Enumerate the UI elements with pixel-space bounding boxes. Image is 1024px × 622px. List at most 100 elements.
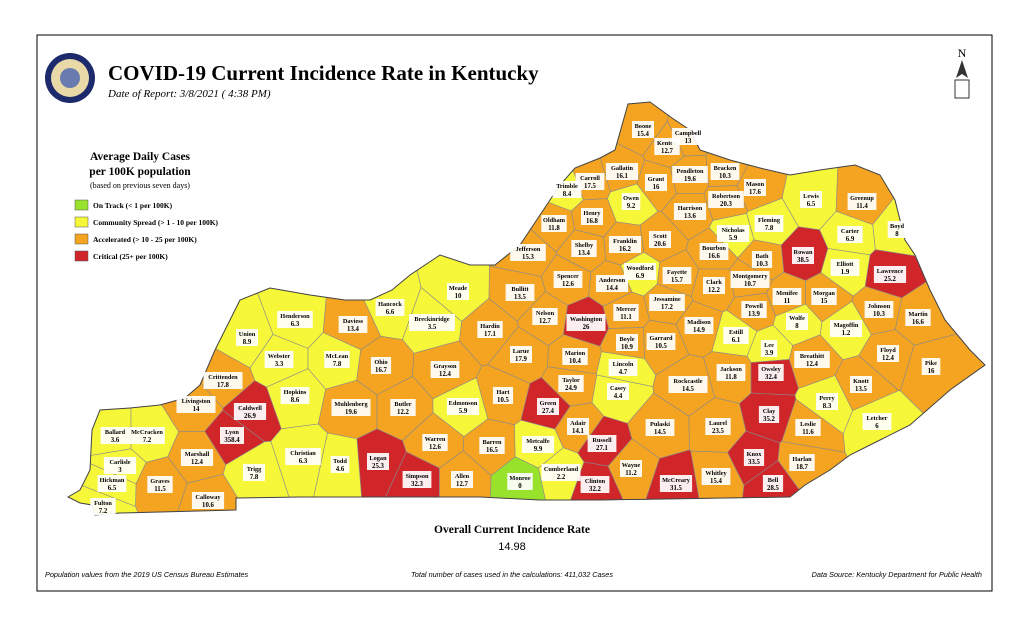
county-label-box [684, 317, 714, 334]
county-name: Butler [394, 401, 411, 408]
county-name: Edmonson [449, 400, 478, 407]
county-name: Jefferson [516, 246, 541, 253]
county-rate: 14.5 [682, 386, 694, 393]
county-label-box [811, 288, 837, 305]
north-arrow-head [956, 60, 968, 78]
county-name: Gallatin [611, 165, 634, 172]
county-labels: Boone15.4Kenton12.7Campbell13Gallatin16.… [90, 121, 941, 515]
county-name: Marshall [185, 451, 210, 458]
county-rate: 6 [875, 423, 879, 430]
county-label-box [621, 193, 641, 210]
county-label-box [97, 475, 127, 492]
county-label-box [758, 406, 780, 423]
county-name: Grant [648, 176, 665, 183]
county-rate: 17.6 [749, 189, 761, 196]
county-rate: 0 [518, 483, 522, 490]
county-label-box [730, 271, 770, 288]
north-label: N [958, 46, 967, 60]
county-rate: 10.4 [569, 358, 581, 365]
county-label-box [645, 174, 667, 191]
county-label-box [887, 221, 907, 238]
county-rate: 25.3 [372, 463, 384, 470]
county-label-box [553, 271, 583, 288]
county-rate: 12.2 [708, 287, 720, 294]
county-rate: 17.8 [217, 382, 229, 389]
county-rate: 8.6 [291, 397, 300, 404]
north-arrow-base [954, 79, 970, 99]
county-label-box [850, 376, 872, 393]
county-rate: 20.6 [654, 241, 666, 248]
county-rate: 8.4 [563, 191, 572, 198]
county-rate: 15.3 [522, 254, 534, 261]
county-label-box [668, 376, 708, 393]
county-label-box [608, 359, 638, 376]
county-rate: 8 [895, 231, 899, 238]
county-rate: 12.7 [456, 481, 468, 488]
county-name: Hart [497, 389, 511, 396]
county-name: Knott [853, 378, 870, 385]
county-label-box [741, 301, 767, 318]
county-label-box [330, 456, 350, 473]
county-rate: 17.1 [484, 331, 496, 338]
county-rate: 12.2 [397, 409, 409, 416]
county-name: Taylor [562, 377, 580, 384]
legend-swatch [74, 199, 89, 211]
county-name: Menifee [776, 290, 798, 297]
county-label-box [758, 364, 784, 381]
county-label-box [233, 403, 267, 420]
county-rate: 6.5 [807, 201, 816, 208]
county-label-box [671, 128, 705, 145]
county-rate: 15.7 [671, 277, 683, 284]
county-label-box [422, 434, 448, 451]
county-rate: 9.2 [627, 203, 636, 210]
county-name: Clay [763, 408, 776, 415]
county-name: Oldham [543, 217, 566, 224]
county-label-box [447, 283, 469, 300]
legend-label: Community Spread (> 1 - 10 per 100K) [93, 218, 219, 227]
county-rate: 7.2 [143, 437, 152, 444]
county-rate: 4.4 [614, 393, 623, 400]
county-name: Carroll [580, 175, 600, 182]
county-name: Perry [819, 395, 835, 402]
county-rate: 16 [928, 368, 935, 375]
counties [66, 101, 986, 516]
county-name: Daviess [343, 318, 364, 325]
footer-center: Total number of cases used in the calcul… [411, 570, 613, 579]
county-rate: 12.6 [429, 444, 441, 451]
county-label-box [649, 294, 685, 311]
county-rate: 19.6 [345, 409, 357, 416]
county-name: Trimble [556, 183, 578, 190]
county-label-box [507, 473, 533, 490]
county-rate: 6.6 [386, 309, 395, 316]
county-rate: 13.5 [855, 386, 867, 393]
county-rate: 5.9 [729, 235, 738, 242]
legend-swatch [74, 216, 89, 228]
county-name: Leslie [800, 421, 816, 428]
county-rate: 8.3 [823, 403, 832, 410]
seal [45, 53, 95, 103]
county-label-box [129, 427, 165, 444]
county-name: Christian [290, 450, 316, 457]
county-label-box [375, 299, 405, 316]
legend-swatch [74, 250, 89, 262]
county-label-box [537, 398, 559, 415]
county-label-box [754, 215, 784, 232]
county-label-box [580, 476, 610, 493]
county-rate: 11.4 [856, 203, 868, 210]
county-rate: 10.5 [655, 343, 667, 350]
county-rate: 9.9 [534, 446, 543, 453]
county-name: Livingston [182, 398, 211, 405]
county-label-box [830, 259, 860, 276]
county-rate: 16.8 [586, 218, 598, 225]
county-rate: 16.6 [912, 319, 924, 326]
county-rate: 7.8 [333, 361, 342, 368]
county-rate: 27.4 [542, 408, 554, 415]
county-name: Muhlenberg [334, 401, 368, 408]
county-name: Ohio [374, 359, 387, 366]
county-rate: 1.9 [841, 269, 850, 276]
county-rate: 28.5 [767, 485, 779, 492]
county-rate: 16 [653, 184, 660, 191]
county-name: Union [239, 331, 256, 338]
county-rate: 8 [795, 323, 799, 330]
county-label-box [575, 173, 605, 190]
